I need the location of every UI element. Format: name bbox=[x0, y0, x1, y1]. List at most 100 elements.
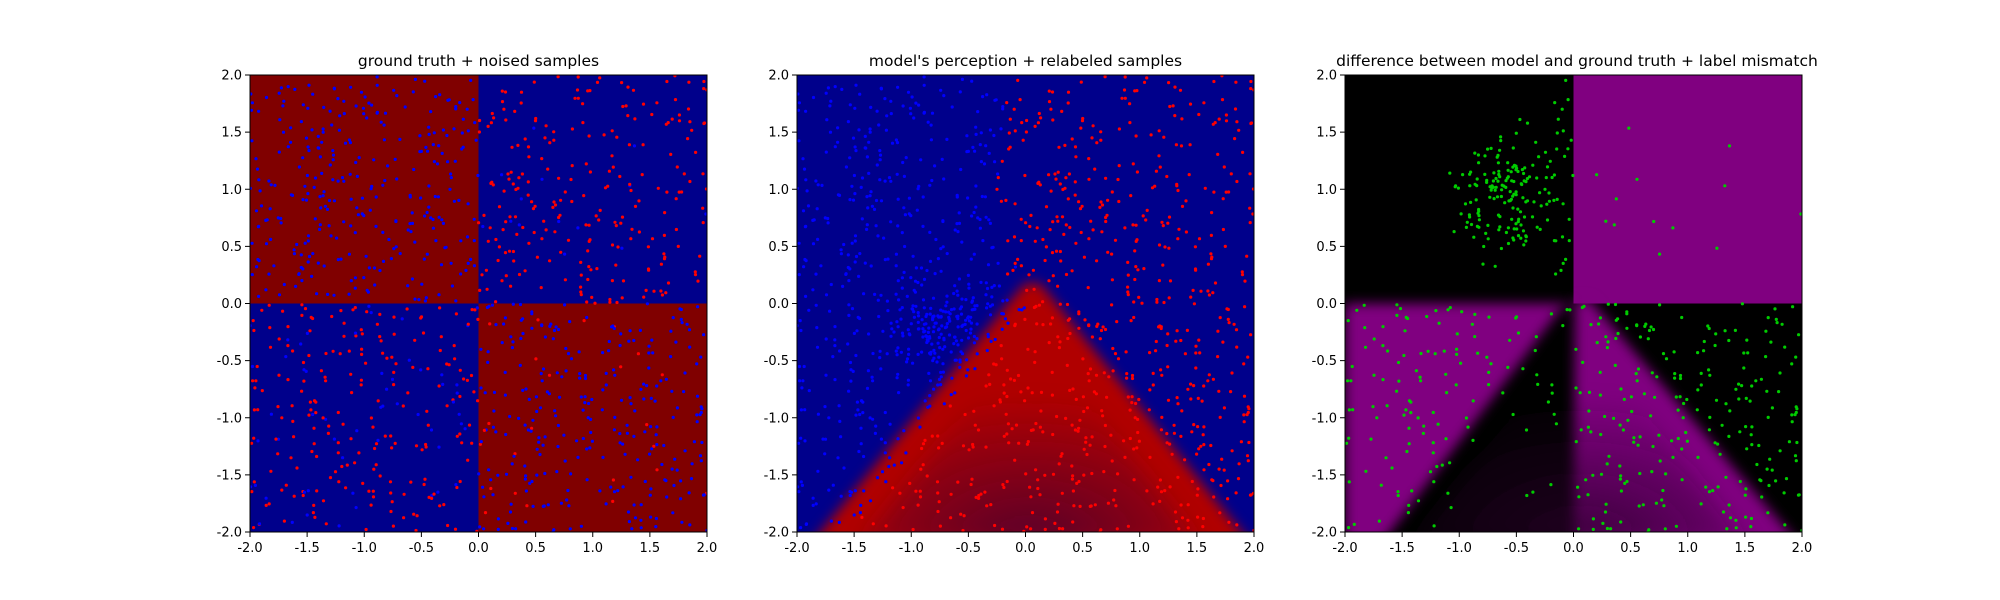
sample-point bbox=[260, 389, 264, 393]
sample-point bbox=[899, 350, 904, 354]
sample-point bbox=[347, 349, 351, 353]
sample-point bbox=[1759, 377, 1763, 381]
sample-point bbox=[321, 127, 325, 131]
sample-point bbox=[1051, 220, 1055, 224]
sample-point bbox=[540, 379, 544, 383]
sample-point bbox=[290, 193, 295, 197]
sample-point bbox=[1038, 493, 1042, 497]
sample-point bbox=[1249, 333, 1253, 337]
sample-point bbox=[490, 303, 494, 307]
sample-point bbox=[374, 463, 378, 467]
sample-point bbox=[860, 176, 865, 180]
sample-point bbox=[549, 322, 553, 326]
sample-point bbox=[521, 331, 525, 336]
y-tick-label: -1.5 bbox=[764, 468, 789, 483]
sample-point bbox=[1765, 467, 1769, 471]
sample-point bbox=[1350, 364, 1354, 369]
sample-point bbox=[364, 254, 368, 258]
sample-point bbox=[828, 309, 832, 313]
sample-point bbox=[665, 79, 669, 84]
sample-point bbox=[933, 321, 937, 325]
sample-point bbox=[311, 510, 315, 515]
sample-point bbox=[253, 483, 257, 487]
sample-point bbox=[1233, 107, 1238, 111]
sample-point bbox=[1202, 101, 1206, 105]
sample-point bbox=[303, 184, 307, 188]
sample-point bbox=[1506, 365, 1510, 369]
sample-point bbox=[405, 307, 409, 311]
sample-point bbox=[797, 273, 801, 277]
sample-point bbox=[1589, 323, 1593, 327]
sample-point bbox=[1718, 452, 1722, 456]
sample-point bbox=[269, 412, 273, 416]
sample-point bbox=[797, 490, 801, 494]
sample-point bbox=[932, 325, 936, 329]
sample-point bbox=[423, 299, 427, 303]
sample-point bbox=[544, 228, 548, 232]
sample-point bbox=[291, 419, 295, 423]
sample-point bbox=[1079, 126, 1083, 130]
sample-point bbox=[880, 470, 885, 474]
sample-point bbox=[1386, 349, 1390, 353]
sample-point bbox=[1455, 347, 1459, 351]
sample-point bbox=[848, 267, 852, 271]
sample-point bbox=[1005, 368, 1009, 372]
sample-point bbox=[379, 339, 383, 343]
sample-point bbox=[343, 141, 348, 145]
sample-point bbox=[615, 300, 619, 305]
sample-point bbox=[276, 405, 280, 409]
sample-point bbox=[258, 189, 262, 193]
sample-point bbox=[1044, 245, 1048, 249]
sample-point bbox=[408, 222, 412, 226]
sample-point bbox=[996, 261, 1000, 265]
sample-point bbox=[1034, 468, 1038, 472]
sample-point bbox=[1200, 399, 1204, 403]
sample-point bbox=[559, 198, 563, 202]
sample-point bbox=[931, 359, 935, 363]
sample-point bbox=[496, 517, 500, 521]
sample-point bbox=[1249, 121, 1254, 125]
x-tick-label: -1.5 bbox=[1389, 541, 1414, 556]
sample-point bbox=[645, 302, 650, 306]
sample-point bbox=[632, 144, 637, 148]
sample-point bbox=[547, 392, 552, 396]
sample-point bbox=[1511, 206, 1515, 210]
sample-point bbox=[917, 103, 921, 107]
sample-point bbox=[576, 75, 580, 79]
sample-point bbox=[470, 308, 474, 312]
sample-point bbox=[1180, 204, 1185, 208]
sample-point bbox=[931, 330, 936, 334]
y-tick-label: -1.0 bbox=[764, 411, 789, 426]
sample-point bbox=[295, 242, 299, 247]
sample-point bbox=[1695, 408, 1699, 412]
sample-point bbox=[1144, 218, 1148, 222]
sample-point bbox=[1002, 485, 1006, 490]
sample-point bbox=[1606, 302, 1610, 306]
axes: -2.0 -1.5 -1.0 -0.5 0.0 0.5 1.0 1.5 2.0-2.0-1.5-… bbox=[764, 69, 1265, 557]
sample-point bbox=[1034, 421, 1038, 426]
sample-point bbox=[956, 480, 960, 484]
sample-point bbox=[1043, 473, 1047, 477]
sample-point bbox=[833, 378, 837, 382]
sample-point bbox=[570, 199, 574, 204]
sample-point bbox=[645, 423, 649, 427]
sample-point bbox=[1547, 199, 1551, 203]
sample-point bbox=[1151, 383, 1155, 387]
sample-point bbox=[1085, 452, 1089, 457]
sample-point bbox=[429, 428, 434, 432]
sample-point bbox=[1186, 503, 1190, 507]
sample-point bbox=[1102, 470, 1106, 474]
sample-point bbox=[629, 237, 633, 241]
sample-point bbox=[1005, 432, 1009, 436]
sample-point bbox=[945, 294, 949, 298]
sample-point bbox=[1107, 375, 1111, 379]
sample-point bbox=[642, 397, 646, 401]
sample-point bbox=[1216, 355, 1220, 359]
sample-point bbox=[372, 266, 377, 270]
sample-point bbox=[389, 491, 393, 495]
sample-point bbox=[888, 456, 892, 460]
sample-point bbox=[839, 494, 843, 498]
sample-point bbox=[1755, 462, 1759, 467]
sample-point bbox=[491, 425, 495, 429]
sample-point bbox=[1077, 426, 1081, 430]
